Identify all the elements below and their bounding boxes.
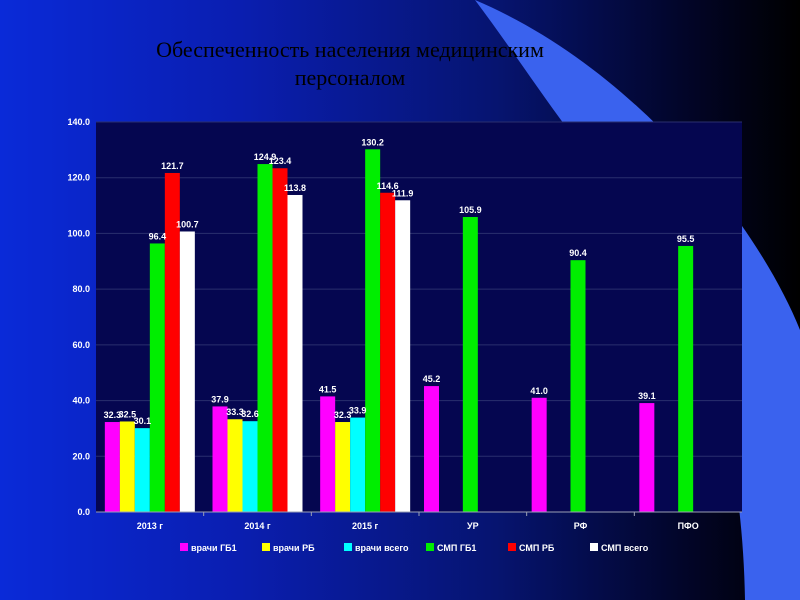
bar-врачи-гб1-1 [104, 422, 120, 512]
legend-swatch-врачи-гб1 [180, 543, 188, 551]
bar-смп-всего-2 [287, 194, 303, 512]
slide-title: Обеспеченность населения медицинским пер… [100, 36, 600, 92]
data-label-смп-гб1-1: 96.4 [149, 231, 167, 241]
bar-врачи-рб-3 [335, 422, 351, 512]
x-tick-label: РФ [574, 521, 588, 531]
legend-swatch-врачи-рб [262, 543, 270, 551]
data-label-врачи-всего-3: 33.9 [349, 406, 367, 416]
legend-swatch-смп-рб [508, 543, 516, 551]
y-tick-label: 20.0 [72, 451, 90, 461]
bar-смп-гб1-5 [570, 260, 586, 512]
y-tick-label: 0.0 [77, 507, 90, 517]
y-tick-label: 80.0 [72, 284, 90, 294]
bar-смп-рб-2 [272, 168, 288, 512]
legend-label-врачи-гб1: врачи ГБ1 [191, 543, 237, 553]
bar-врачи-рб-2 [227, 419, 243, 512]
bar-врачи-гб1-3 [320, 396, 336, 512]
x-axis-tick-labels: 2013 г 2014 г 2015 г УР РФ ПФО [137, 512, 699, 531]
legend-swatch-смп-всего [590, 543, 598, 551]
bar-смп-гб1-3 [365, 149, 381, 513]
slide-title-line-2: персоналом [294, 65, 406, 90]
legend-label-смп-всего: СМП всего [601, 543, 649, 553]
data-label-смп-рб-1: 121.7 [161, 161, 184, 171]
data-label-врачи-всего-1: 30.1 [134, 416, 152, 426]
legend-label-смп-гб1: СМП ГБ1 [437, 543, 476, 553]
data-label-врачи-рб-1: 32.5 [119, 409, 137, 419]
legend-label-смп-рб: СМП РБ [519, 543, 555, 553]
y-tick-label: 60.0 [72, 340, 90, 350]
bar-смп-рб-1 [164, 172, 180, 512]
y-tick-label: 40.0 [72, 396, 90, 406]
data-label-смп-гб1-4: 105.9 [459, 205, 482, 215]
data-label-врачи-гб1-4: 45.2 [423, 374, 441, 384]
legend-label-врачи-рб: врачи РБ [273, 543, 315, 553]
bar-врачи-гб1-2 [212, 406, 228, 512]
data-label-смп-рб-3: 114.6 [377, 181, 399, 191]
y-tick-label: 140.0 [67, 117, 90, 127]
data-label-смп-рб-2: 123.4 [269, 156, 292, 166]
bars [104, 149, 694, 513]
data-label-смп-гб1-6: 95.5 [677, 234, 695, 244]
gridlines [96, 121, 742, 457]
bar-смп-гб1-6 [678, 245, 694, 512]
bar-смп-гб1-1 [149, 243, 165, 512]
data-label-врачи-гб1-2: 37.9 [211, 394, 229, 404]
legend-swatch-врачи-всего [344, 543, 352, 551]
bar-смп-гб1-2 [257, 164, 273, 513]
bar-смп-рб-3 [380, 192, 396, 512]
data-label-врачи-гб1-1: 32.3 [104, 410, 122, 420]
data-label-смп-всего-2: 113.8 [284, 183, 306, 193]
y-tick-label: 100.0 [67, 228, 90, 238]
x-tick-label: 2015 г [352, 521, 379, 531]
data-label-смп-гб1-3: 130.2 [361, 137, 384, 147]
data-label-врачи-рб-3: 32.3 [334, 410, 352, 420]
legend-swatch-смп-гб1 [426, 543, 434, 551]
data-label-смп-гб1-2: 124.9 [254, 152, 277, 162]
x-tick-label: ПФО [678, 521, 699, 531]
y-tick-label: 120.0 [67, 173, 90, 183]
bar-врачи-всего-1 [134, 428, 150, 512]
bar-врачи-гб1-5 [531, 397, 547, 512]
data-labels: 32.332.530.196.4121.7100.737.933.332.612… [104, 137, 695, 426]
plot-area [96, 122, 742, 512]
x-tick-label: УР [467, 521, 479, 531]
data-label-врачи-гб1-3: 41.5 [319, 384, 337, 394]
bar-врачи-гб1-4 [424, 386, 439, 512]
data-label-смп-всего-1: 100.7 [176, 219, 199, 229]
data-label-врачи-рб-2: 33.3 [226, 407, 244, 417]
bar-смп-гб1-4 [462, 216, 478, 512]
data-label-врачи-всего-2: 32.6 [241, 409, 259, 419]
slide-title-line-1: Обеспеченность населения медицинским [156, 37, 544, 62]
bar-смп-всего-3 [395, 200, 411, 512]
legend-label-врачи-всего: врачи всего [355, 543, 409, 553]
y-axis-tick-labels: 0.0 20.0 40.0 60.0 80.0 100.0 120.0 140.0 [67, 117, 90, 517]
bar-врачи-гб1-6 [639, 403, 655, 512]
data-label-врачи-гб1-6: 39.1 [638, 391, 656, 401]
bar-врачи-всего-2 [242, 421, 258, 512]
bar-смп-всего-1 [179, 231, 195, 512]
data-label-смп-гб1-5: 90.4 [569, 248, 587, 258]
data-label-смп-всего-3: 111.9 [392, 188, 414, 198]
x-tick-label: 2013 г [137, 521, 164, 531]
bar-врачи-всего-3 [350, 417, 366, 512]
legend: врачи ГБ1 врачи РБ врачи всего СМП ГБ1 СМП Р… [180, 543, 649, 553]
data-label-врачи-гб1-5: 41.0 [530, 386, 548, 396]
bar-врачи-рб-1 [119, 421, 135, 512]
x-tick-label: 2014 г [244, 521, 271, 531]
